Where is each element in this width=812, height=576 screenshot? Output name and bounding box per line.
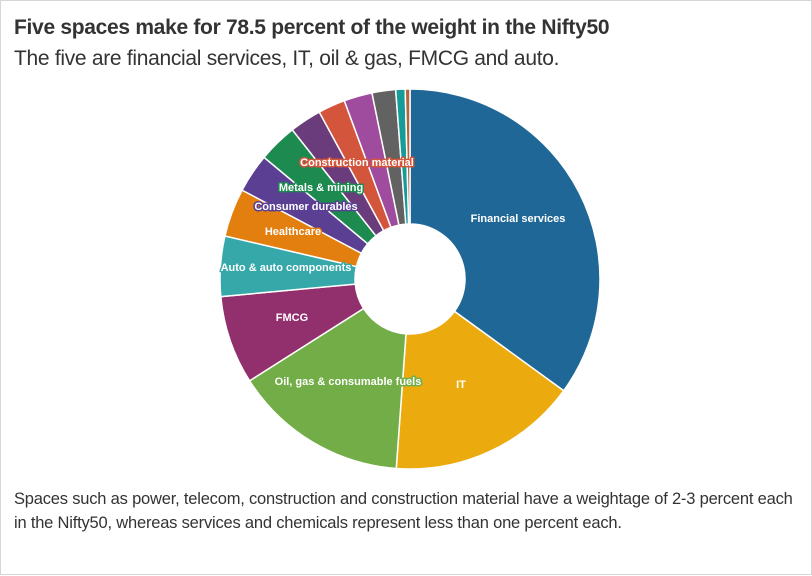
donut-slice-financial-services[interactable] [409, 88, 601, 392]
labels-group: Financial services IT Oil, gas & consumabl… [219, 155, 567, 392]
slice-label-fmcg: FMCG [276, 312, 308, 324]
slices-group [219, 88, 601, 470]
donut-slice-oil-gas-consumable-fuels[interactable] [248, 307, 407, 470]
donut-slice-slice-14[interactable] [404, 88, 411, 225]
slice-label-oil-gas-consumable-fuels: Oil, gas & consumable fuels [275, 376, 422, 388]
slice-label-construction-material: Construction material [300, 157, 414, 169]
slice-label-metals-mining: Metals & mining [279, 182, 363, 194]
chart-subtitle: The five are financial services, IT, oil… [14, 47, 560, 70]
slice-label-it: IT [456, 379, 466, 391]
slice-label-auto-auto-components: Auto & auto components [221, 262, 352, 274]
slice-label-consumer-durables: Consumer durables [254, 201, 357, 213]
chart-footnote: Spaces such as power, telecom, construct… [14, 490, 793, 532]
slice-label-financial-services: Financial services [471, 213, 566, 225]
slice-label-healthcare: Healthcare [265, 226, 321, 238]
chart-title: Five spaces make for 78.5 percent of the… [14, 16, 610, 39]
donut-slice-it[interactable] [395, 310, 565, 470]
